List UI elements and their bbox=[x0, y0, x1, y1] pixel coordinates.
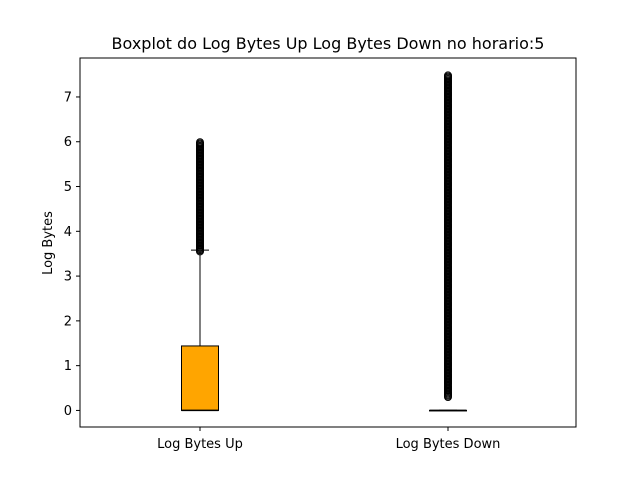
y-tick-label: 3 bbox=[64, 270, 72, 285]
y-axis-label: Log Bytes bbox=[41, 211, 56, 275]
y-tick-label: 2 bbox=[64, 314, 72, 329]
y-tick-label: 4 bbox=[64, 225, 72, 240]
y-tick-label: 6 bbox=[64, 135, 72, 150]
y-tick-label: 0 bbox=[64, 404, 72, 419]
plot-frame bbox=[79, 57, 577, 428]
chart-title: Boxplot do Log Bytes Up Log Bytes Down n… bbox=[112, 34, 545, 53]
x-tick-label: Log Bytes Up bbox=[157, 437, 243, 452]
y-tick-label: 7 bbox=[64, 90, 72, 105]
flier-point bbox=[444, 71, 452, 80]
x-tick-label: Log Bytes Down bbox=[396, 437, 501, 452]
plot-area: 0 1 2 3 4 5 6 7 Log Bytes Up Log Bytes Down bbox=[64, 71, 501, 452]
y-tick-label: 1 bbox=[64, 359, 72, 374]
y-tick-label: 5 bbox=[64, 180, 72, 195]
flier-point bbox=[196, 138, 204, 147]
box-iqr bbox=[181, 345, 219, 411]
